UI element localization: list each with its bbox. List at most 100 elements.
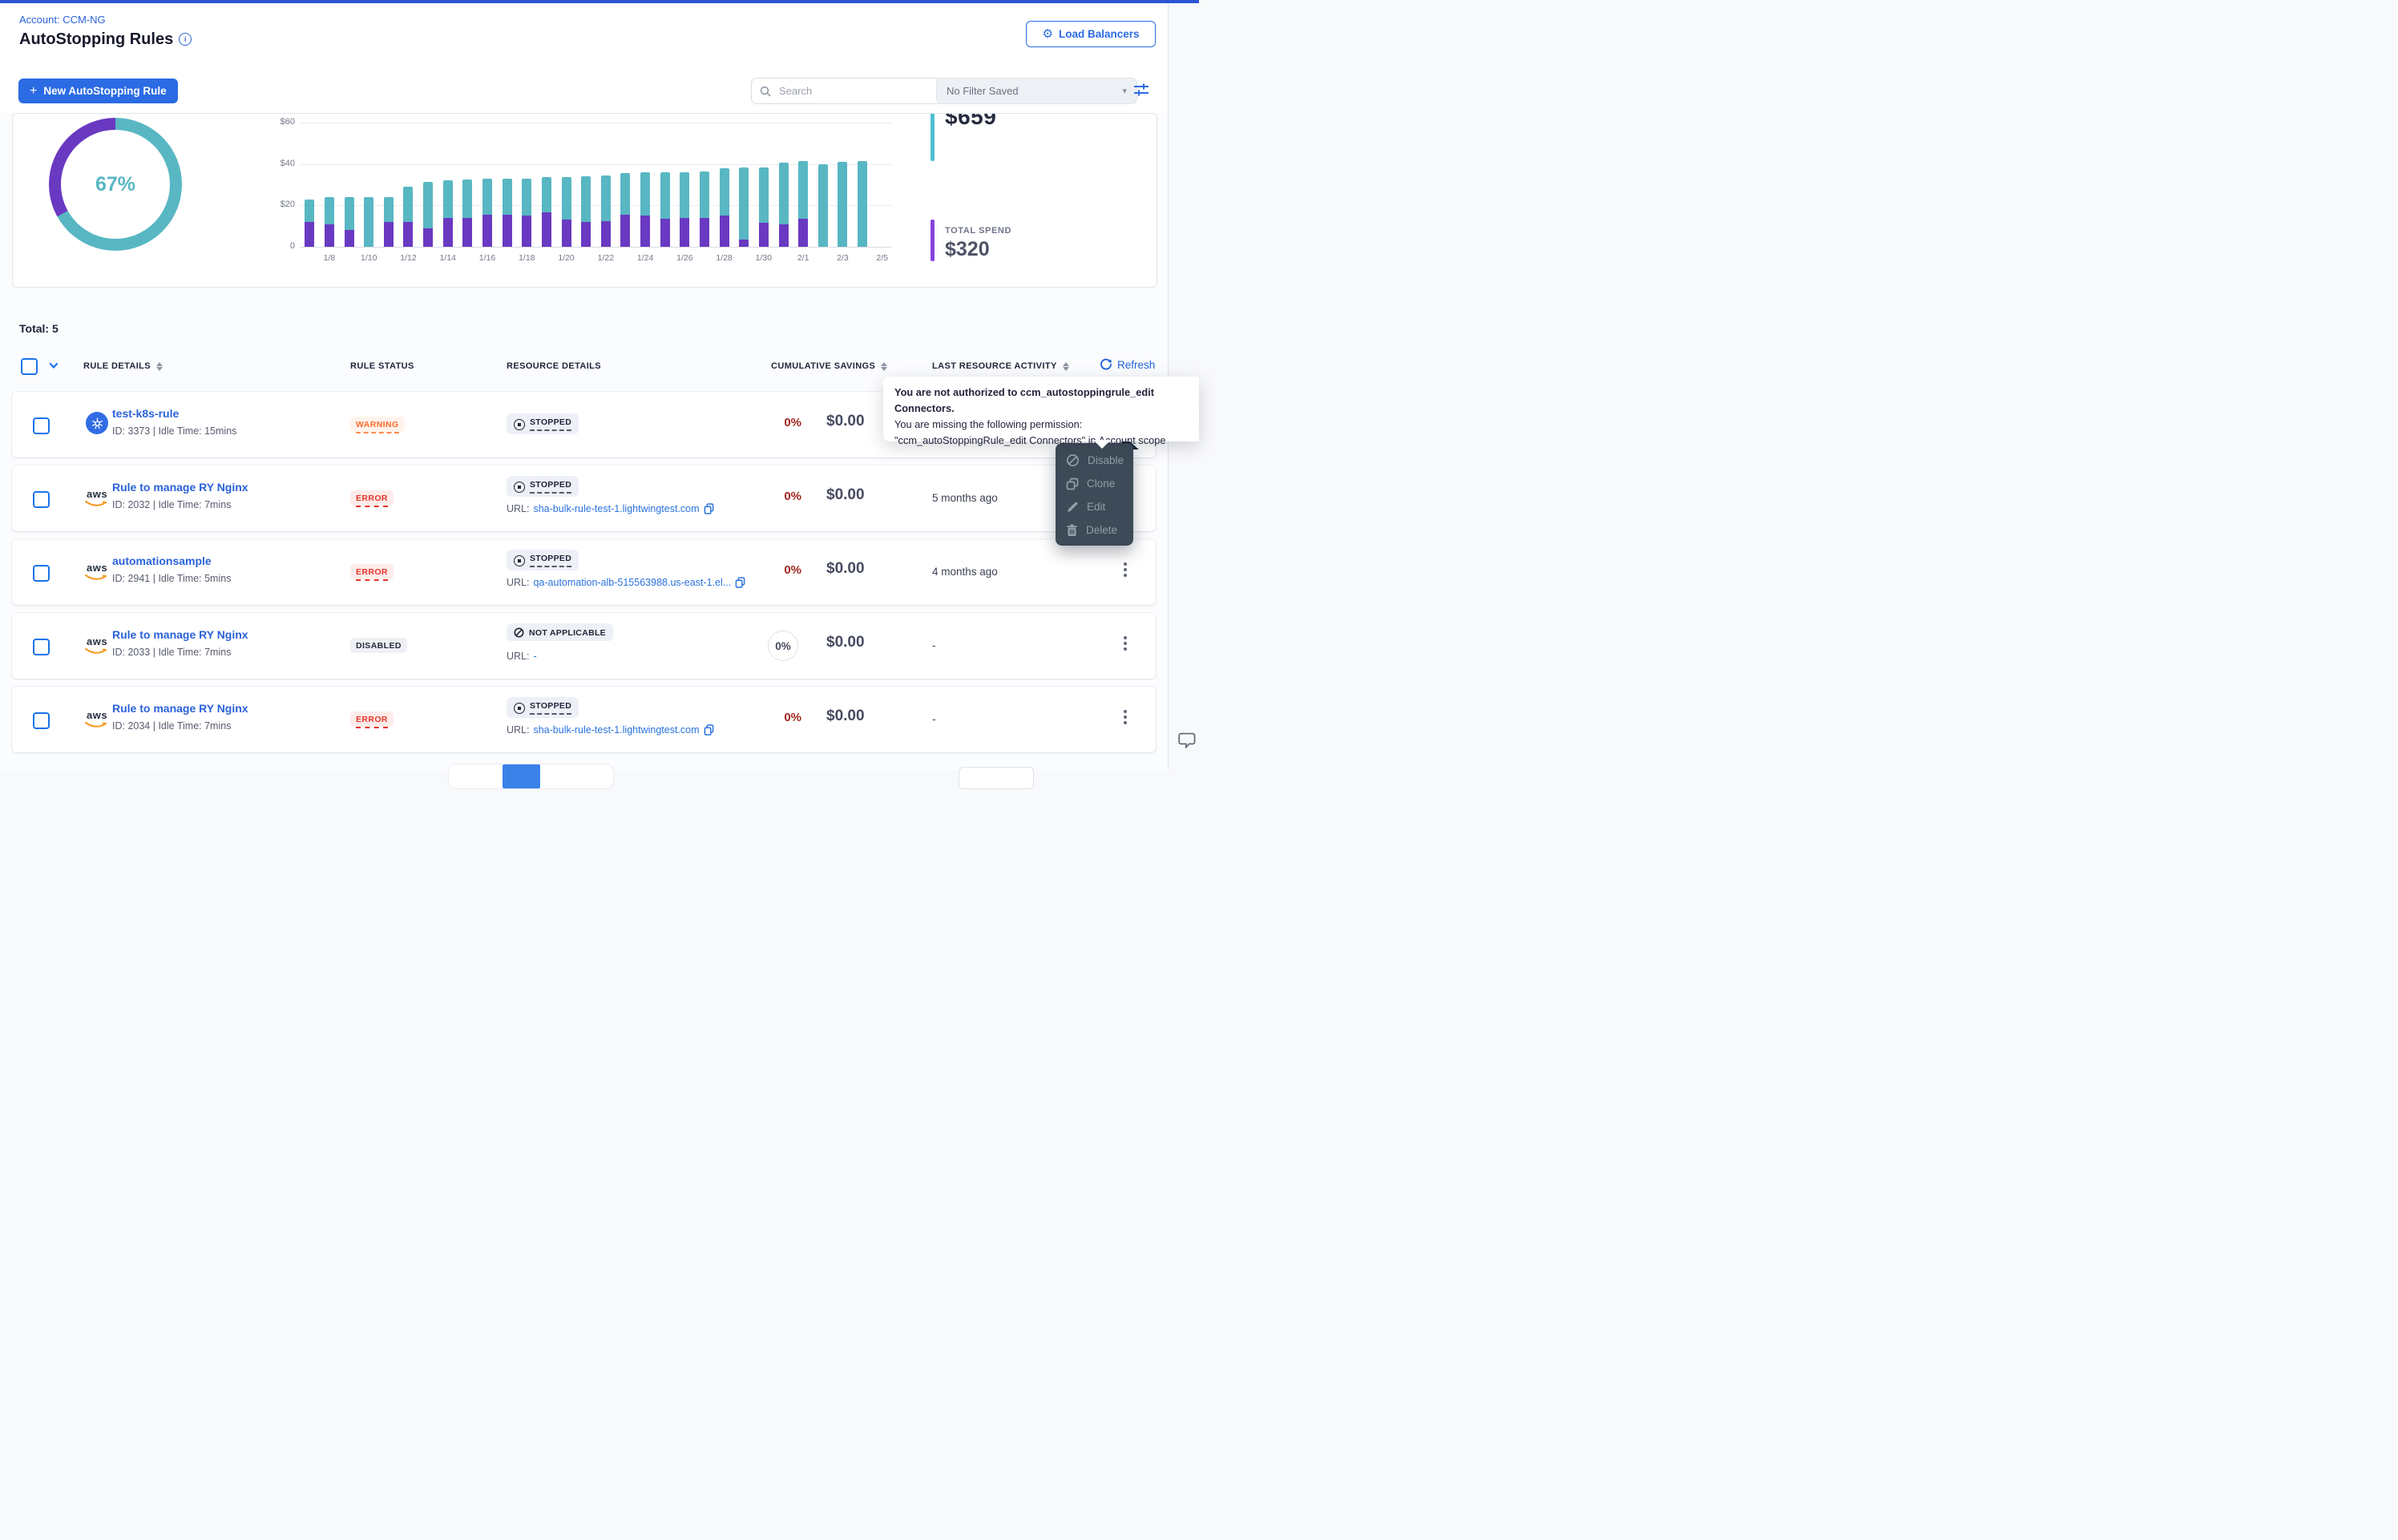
- column-header-details[interactable]: RULE DETAILS: [83, 361, 164, 371]
- edit-icon: [1066, 501, 1079, 514]
- url-prefix: URL:: [507, 724, 530, 736]
- stacked-bar[interactable]: [423, 181, 434, 247]
- stacked-bar[interactable]: [442, 180, 453, 247]
- new-autostopping-rule-button[interactable]: + New AutoStopping Rule: [18, 79, 178, 103]
- stopped-icon: [514, 554, 525, 566]
- rule-meta: ID: 2034 | Idle Time: 7mins: [112, 720, 232, 732]
- stacked-bar[interactable]: [660, 172, 670, 247]
- stacked-bar[interactable]: [403, 187, 414, 247]
- stacked-bar[interactable]: [324, 197, 334, 247]
- select-all-chevron-icon[interactable]: [48, 360, 59, 371]
- savings-percent: 0%: [784, 711, 801, 724]
- column-header-savings[interactable]: CUMULATIVE SAVINGS: [771, 361, 888, 371]
- stacked-bar[interactable]: [581, 176, 591, 247]
- total-spend-marker: [931, 220, 935, 261]
- stacked-bar[interactable]: [719, 167, 729, 247]
- filter-sliders-icon[interactable]: [1132, 80, 1151, 99]
- resource-url: URL: -: [507, 651, 537, 662]
- stacked-bar[interactable]: [620, 173, 631, 247]
- url-prefix: URL:: [507, 503, 530, 514]
- rule-name-link[interactable]: Rule to manage RY Nginx: [112, 481, 248, 494]
- stacked-bar[interactable]: [699, 171, 709, 247]
- sort-icon[interactable]: [881, 361, 888, 371]
- gridline: [300, 247, 892, 248]
- select-all-checkbox[interactable]: [21, 358, 38, 375]
- stacked-bar[interactable]: [482, 178, 493, 247]
- y-axis-tick: 0: [289, 241, 295, 251]
- menu-item-disable[interactable]: Disable: [1056, 449, 1133, 472]
- stacked-bar[interactable]: [798, 160, 809, 247]
- resource-url-link[interactable]: sha-bulk-rule-test-1.lightwingtest.com: [533, 503, 700, 514]
- plus-icon: +: [30, 83, 38, 98]
- rule-meta: ID: 2033 | Idle Time: 7mins: [112, 647, 232, 658]
- stacked-bar[interactable]: [640, 172, 651, 247]
- chat-bubble-icon[interactable]: [1177, 730, 1197, 751]
- stacked-bar[interactable]: [522, 178, 532, 247]
- aws-icon: aws: [84, 709, 111, 730]
- resource-state-pill: STOPPED: [507, 550, 579, 570]
- rule-name-link[interactable]: Rule to manage RY Nginx: [112, 702, 248, 715]
- copy-icon[interactable]: [704, 724, 714, 736]
- stacked-bar[interactable]: [541, 177, 551, 247]
- menu-item-edit[interactable]: Edit: [1056, 495, 1133, 518]
- stacked-bar[interactable]: [600, 175, 611, 247]
- filter-saved-select[interactable]: No Filter Saved ▾: [936, 78, 1137, 104]
- column-label: RESOURCE DETAILS: [507, 361, 602, 371]
- copy-icon[interactable]: [704, 503, 714, 514]
- row-checkbox[interactable]: [33, 565, 50, 582]
- row-checkbox[interactable]: [33, 417, 50, 434]
- resource-url-link[interactable]: -: [533, 651, 537, 662]
- row-menu-kebab-icon[interactable]: [1116, 708, 1134, 732]
- stacked-bar[interactable]: [739, 167, 749, 247]
- refresh-button[interactable]: Refresh: [1100, 358, 1155, 371]
- rule-name-link[interactable]: test-k8s-rule: [112, 407, 180, 420]
- rule-name-link[interactable]: automationsample: [112, 554, 212, 567]
- row-checkbox[interactable]: [33, 639, 50, 655]
- stacked-bar[interactable]: [502, 178, 512, 247]
- pagination[interactable]: [449, 764, 613, 788]
- row-menu-kebab-icon[interactable]: [1116, 561, 1134, 585]
- menu-item-clone[interactable]: Clone: [1056, 472, 1133, 495]
- tooltip-caret: [1093, 440, 1111, 449]
- column-header-activity[interactable]: LAST RESOURCE ACTIVITY: [932, 361, 1069, 371]
- sort-icon[interactable]: [156, 361, 164, 371]
- resource-state-pill: STOPPED: [507, 476, 579, 497]
- rule-status-badge: ERROR: [350, 564, 394, 581]
- search-input[interactable]: [777, 84, 909, 98]
- row-checkbox[interactable]: [33, 712, 50, 729]
- menu-item-delete[interactable]: Delete: [1056, 518, 1133, 542]
- stacked-bar[interactable]: [758, 167, 769, 247]
- x-axis-tick: 1/22: [597, 253, 615, 263]
- load-balancers-button[interactable]: ⚙ Load Balancers: [1026, 21, 1156, 47]
- stacked-bar[interactable]: [344, 197, 354, 247]
- stacked-bar[interactable]: [561, 177, 571, 247]
- copy-icon[interactable]: [735, 577, 745, 588]
- sort-icon[interactable]: [1062, 361, 1069, 371]
- stacked-bar[interactable]: [383, 197, 394, 247]
- stacked-bar[interactable]: [305, 199, 315, 247]
- stacked-bar[interactable]: [462, 179, 473, 247]
- resource-url-link[interactable]: qa-automation-alb-515563988.us-east-1.el…: [533, 577, 732, 588]
- info-icon[interactable]: i: [179, 33, 192, 46]
- row-checkbox[interactable]: [33, 491, 50, 508]
- row-menu-kebab-icon[interactable]: [1116, 635, 1134, 659]
- savings-percent: 0%: [784, 490, 801, 503]
- pagination-active-page[interactable]: [503, 764, 540, 788]
- column-label: RULE DETAILS: [83, 361, 151, 371]
- stacked-bar[interactable]: [364, 197, 374, 247]
- stacked-bar[interactable]: [858, 160, 868, 247]
- column-header-resource: RESOURCE DETAILS: [507, 361, 601, 371]
- account-breadcrumb[interactable]: Account: CCM-NG: [19, 14, 106, 26]
- resource-url: URL: sha-bulk-rule-test-1.lightwingtest.c…: [507, 503, 714, 514]
- resource-url: URL: qa-automation-alb-515563988.us-east-…: [507, 577, 745, 588]
- stacked-bar[interactable]: [818, 163, 828, 247]
- resource-url-link[interactable]: sha-bulk-rule-test-1.lightwingtest.com: [533, 724, 700, 736]
- column-label: CUMULATIVE SAVINGS: [771, 361, 876, 371]
- stacked-bar[interactable]: [838, 162, 848, 247]
- stacked-bar[interactable]: [778, 163, 789, 247]
- rule-name-link[interactable]: Rule to manage RY Nginx: [112, 628, 248, 641]
- page-size-box[interactable]: [959, 767, 1034, 789]
- table-row: aws Rule to manage RY Nginx ID: 2032 | Idl…: [12, 466, 1156, 531]
- stacked-bar[interactable]: [680, 172, 690, 247]
- donut-center-label: 67%: [95, 172, 136, 196]
